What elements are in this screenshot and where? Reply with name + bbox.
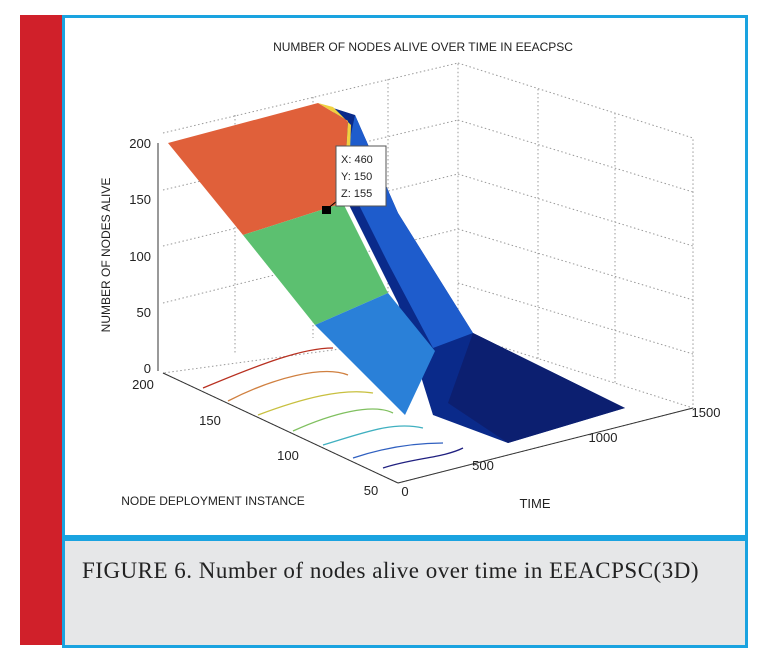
datatip: X: 460 Y: 150 Z: 155 (322, 145, 387, 214)
caption: FIGURE 6. Number of nodes alive over tim… (82, 558, 699, 583)
x-axis (397, 407, 694, 484)
grid-line (457, 119, 694, 193)
grid-line (162, 173, 459, 247)
y-axis (162, 372, 399, 484)
grid-line (162, 119, 459, 191)
figure-box: NUMBER OF NODES ALIVE OVER TIME IN EEACP… (62, 15, 748, 538)
surface-plot: NUMBER OF NODES ALIVE OVER TIME IN EEACP… (99, 40, 721, 511)
datatip-text: Z: 155 (341, 188, 372, 200)
surface-red (168, 103, 348, 235)
y-tick-label: 150 (199, 413, 221, 428)
x-axis-label: TIME (519, 496, 550, 511)
z-axis-label: NUMBER OF NODES ALIVE (99, 178, 113, 333)
x-tick-label: 1000 (589, 430, 618, 445)
surface (168, 103, 625, 443)
y-axis-label: NODE DEPLOYMENT INSTANCE (121, 494, 305, 508)
datatip-text: Y: 150 (341, 171, 372, 183)
side-wall (457, 62, 694, 409)
y-tick-label: 200 (132, 377, 154, 392)
surface-floor (448, 333, 625, 443)
contour (257, 391, 374, 416)
contour (202, 347, 334, 389)
z-tick-label: 100 (129, 249, 151, 264)
surface-green (243, 203, 388, 325)
z-tick-label: 50 (137, 305, 151, 320)
contour (352, 442, 444, 459)
x-tick-label: 1500 (692, 405, 721, 420)
contour (322, 425, 424, 446)
contour (227, 370, 349, 402)
datatip-box (335, 145, 387, 207)
y-tick-label: 50 (364, 483, 378, 498)
datatip-text: X: 460 (341, 154, 373, 166)
z-tick-label: 200 (129, 136, 151, 151)
grid-line (457, 282, 694, 355)
plot-title: NUMBER OF NODES ALIVE OVER TIME IN EEACP… (273, 40, 573, 54)
z-tick-label: 150 (129, 192, 151, 207)
contour (292, 408, 394, 432)
z-tick-label: 0 (144, 361, 151, 376)
caption-box: FIGURE 6. Number of nodes alive over tim… (62, 538, 748, 648)
x-tick-label: 0 (401, 484, 408, 499)
surface-blue (315, 293, 435, 415)
grid-line (457, 173, 694, 247)
y-tick-label: 100 (277, 448, 299, 463)
contour (382, 447, 464, 469)
datatip-marker (322, 206, 331, 214)
contours (202, 347, 464, 469)
x-tick-label: 500 (472, 458, 494, 473)
accent-bar (20, 15, 62, 645)
grid-line (457, 228, 694, 301)
